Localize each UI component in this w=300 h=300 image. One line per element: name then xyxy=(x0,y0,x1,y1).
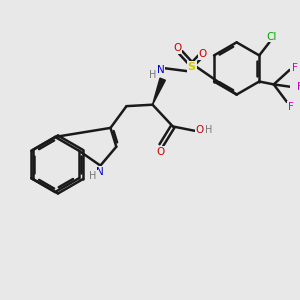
Text: H: H xyxy=(89,171,97,181)
Text: F: F xyxy=(292,64,298,74)
Polygon shape xyxy=(152,78,165,105)
Text: N: N xyxy=(157,65,164,76)
Text: H: H xyxy=(149,70,156,80)
Text: F: F xyxy=(297,82,300,92)
Text: O: O xyxy=(157,147,165,157)
Text: O: O xyxy=(173,43,181,53)
Text: H: H xyxy=(206,125,213,135)
Text: O: O xyxy=(196,125,204,135)
Text: S: S xyxy=(188,62,196,72)
Text: N: N xyxy=(97,167,104,177)
Text: F: F xyxy=(288,102,294,112)
Text: Cl: Cl xyxy=(266,32,277,42)
Text: O: O xyxy=(199,49,207,59)
